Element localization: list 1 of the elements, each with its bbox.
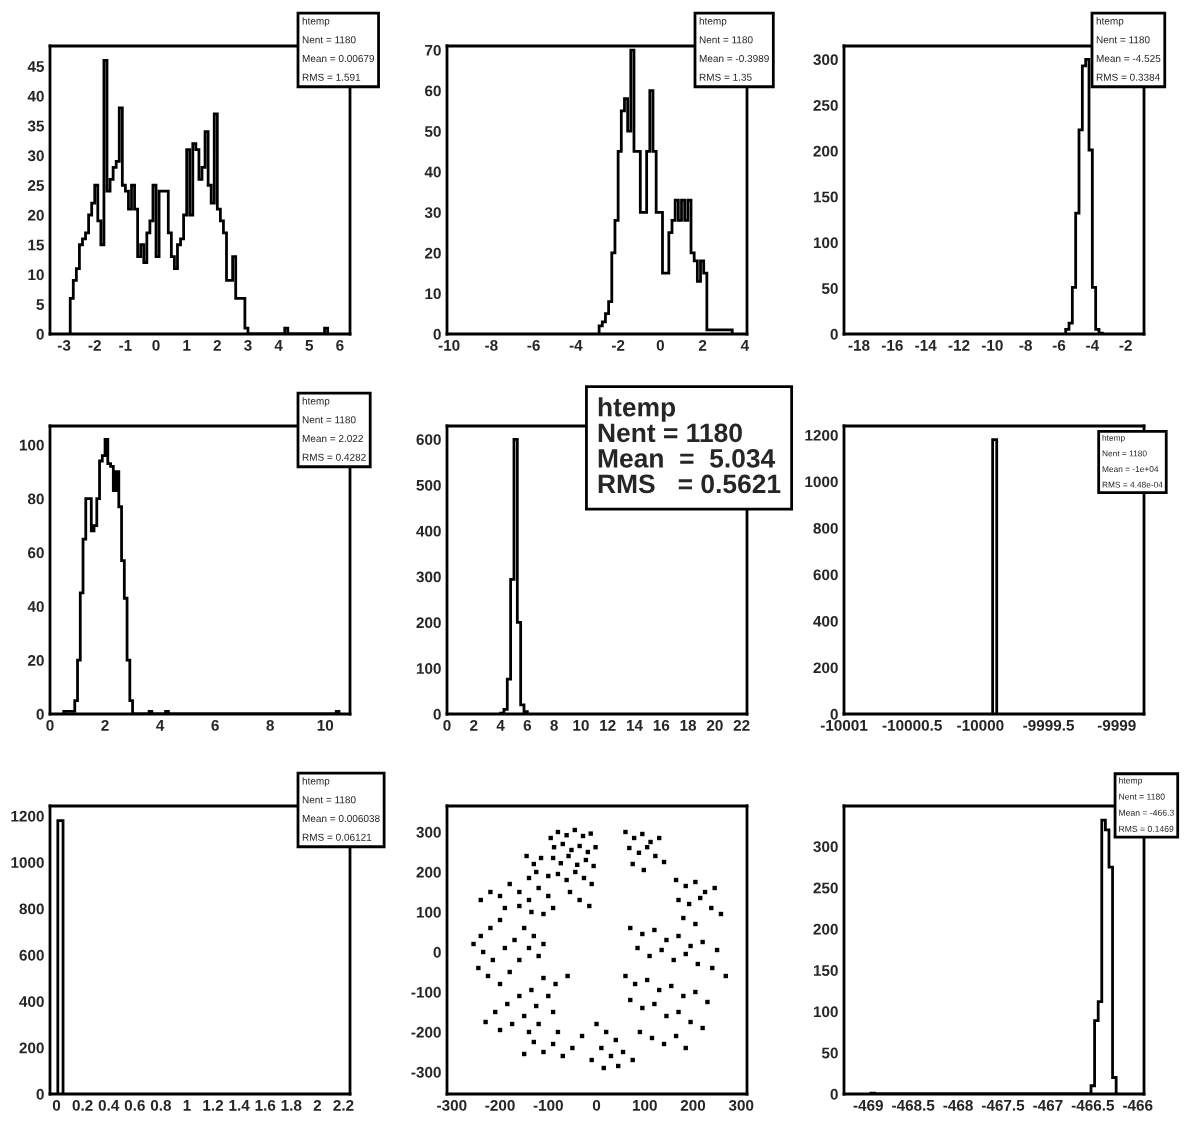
annotation: htemp Nent = 1180 Mean = 5.034 RMS = 0.5621	[598, 397, 781, 494]
